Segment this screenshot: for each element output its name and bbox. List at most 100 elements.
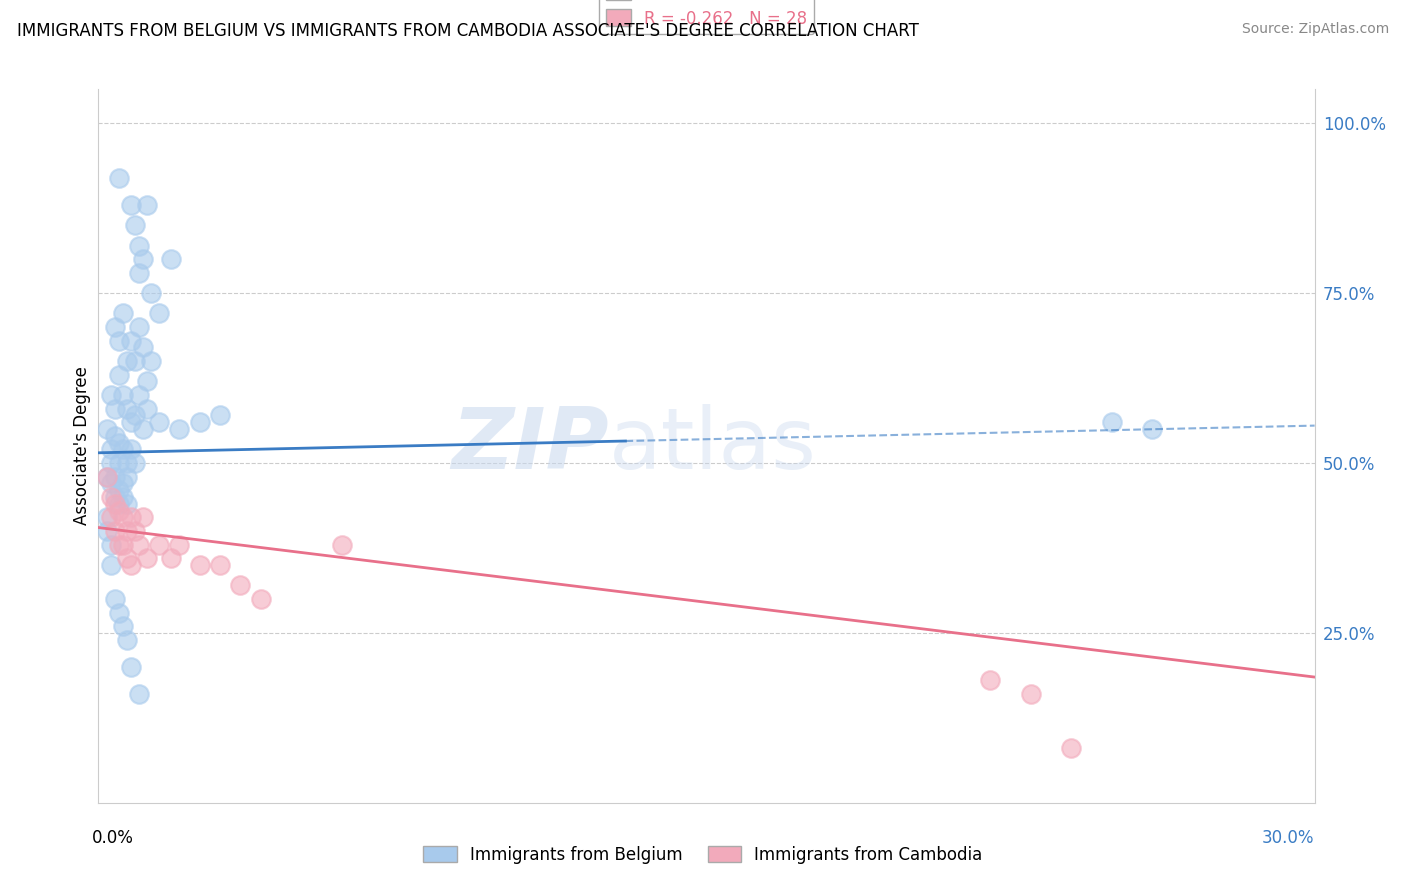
Point [100, 490, 122, 504]
Point [107, 497, 129, 511]
Point [1142, 422, 1164, 436]
Point [100, 558, 122, 572]
Point [104, 591, 127, 606]
Point [96, 510, 118, 524]
Point [132, 422, 155, 436]
Point [330, 537, 353, 551]
Point [96, 469, 118, 483]
Point [1101, 415, 1123, 429]
Point [115, 401, 138, 416]
Point [107, 606, 129, 620]
Point [111, 388, 134, 402]
Point [128, 238, 150, 252]
Point [107, 503, 129, 517]
Point [139, 354, 162, 368]
Text: 0.0%: 0.0% [91, 829, 134, 847]
Point [100, 456, 122, 470]
Point [107, 483, 129, 498]
Point [136, 551, 159, 566]
Point [111, 537, 134, 551]
Point [100, 510, 122, 524]
Text: ZIP: ZIP [451, 404, 609, 488]
Point [115, 456, 138, 470]
Point [100, 476, 122, 491]
Point [107, 456, 129, 470]
Point [120, 198, 142, 212]
Point [148, 537, 170, 551]
Point [249, 591, 271, 606]
Legend: R =  0.026   N = 66, R = -0.262   N = 28: R = 0.026 N = 66, R = -0.262 N = 28 [599, 0, 814, 34]
Point [115, 497, 138, 511]
Point [979, 673, 1001, 688]
Point [107, 368, 129, 382]
Point [1019, 687, 1042, 701]
Point [124, 456, 146, 470]
Text: Source: ZipAtlas.com: Source: ZipAtlas.com [1241, 22, 1389, 37]
Point [100, 442, 122, 457]
Point [120, 334, 142, 348]
Point [104, 490, 127, 504]
Point [115, 524, 138, 538]
Point [160, 551, 183, 566]
Point [96, 469, 118, 483]
Point [104, 524, 127, 538]
Point [188, 558, 211, 572]
Point [124, 218, 146, 232]
Point [111, 619, 134, 633]
Point [128, 388, 150, 402]
Point [111, 442, 134, 457]
Point [132, 510, 155, 524]
Point [104, 497, 127, 511]
Point [136, 375, 159, 389]
Point [104, 429, 127, 443]
Point [104, 401, 127, 416]
Point [115, 469, 138, 483]
Point [136, 401, 159, 416]
Point [115, 354, 138, 368]
Point [136, 198, 159, 212]
Point [111, 476, 134, 491]
Point [1060, 741, 1083, 756]
Point [100, 388, 122, 402]
Point [104, 320, 127, 334]
Point [120, 415, 142, 429]
Point [132, 341, 155, 355]
Point [188, 415, 211, 429]
Point [96, 524, 118, 538]
Text: IMMIGRANTS FROM BELGIUM VS IMMIGRANTS FROM CAMBODIA ASSOCIATE'S DEGREE CORRELATI: IMMIGRANTS FROM BELGIUM VS IMMIGRANTS FR… [17, 22, 918, 40]
Point [148, 415, 170, 429]
Legend: Immigrants from Belgium, Immigrants from Cambodia: Immigrants from Belgium, Immigrants from… [416, 839, 990, 871]
Point [120, 660, 142, 674]
Point [160, 252, 183, 266]
Point [132, 252, 155, 266]
Point [169, 422, 191, 436]
Point [124, 354, 146, 368]
Point [107, 537, 129, 551]
Point [124, 409, 146, 423]
Point [229, 578, 252, 592]
Point [209, 409, 232, 423]
Text: atlas: atlas [609, 404, 817, 488]
Point [128, 266, 150, 280]
Point [115, 551, 138, 566]
Point [96, 422, 118, 436]
Point [124, 524, 146, 538]
Point [115, 632, 138, 647]
Point [128, 687, 150, 701]
Point [104, 469, 127, 483]
Point [209, 558, 232, 572]
Point [139, 286, 162, 301]
Point [128, 320, 150, 334]
Point [148, 306, 170, 320]
Point [120, 442, 142, 457]
Point [120, 558, 142, 572]
Point [107, 170, 129, 185]
Text: 30.0%: 30.0% [1263, 829, 1315, 847]
Y-axis label: Associate's Degree: Associate's Degree [73, 367, 91, 525]
Point [111, 510, 134, 524]
Point [100, 537, 122, 551]
Point [107, 334, 129, 348]
Point [111, 306, 134, 320]
Point [111, 490, 134, 504]
Point [169, 537, 191, 551]
